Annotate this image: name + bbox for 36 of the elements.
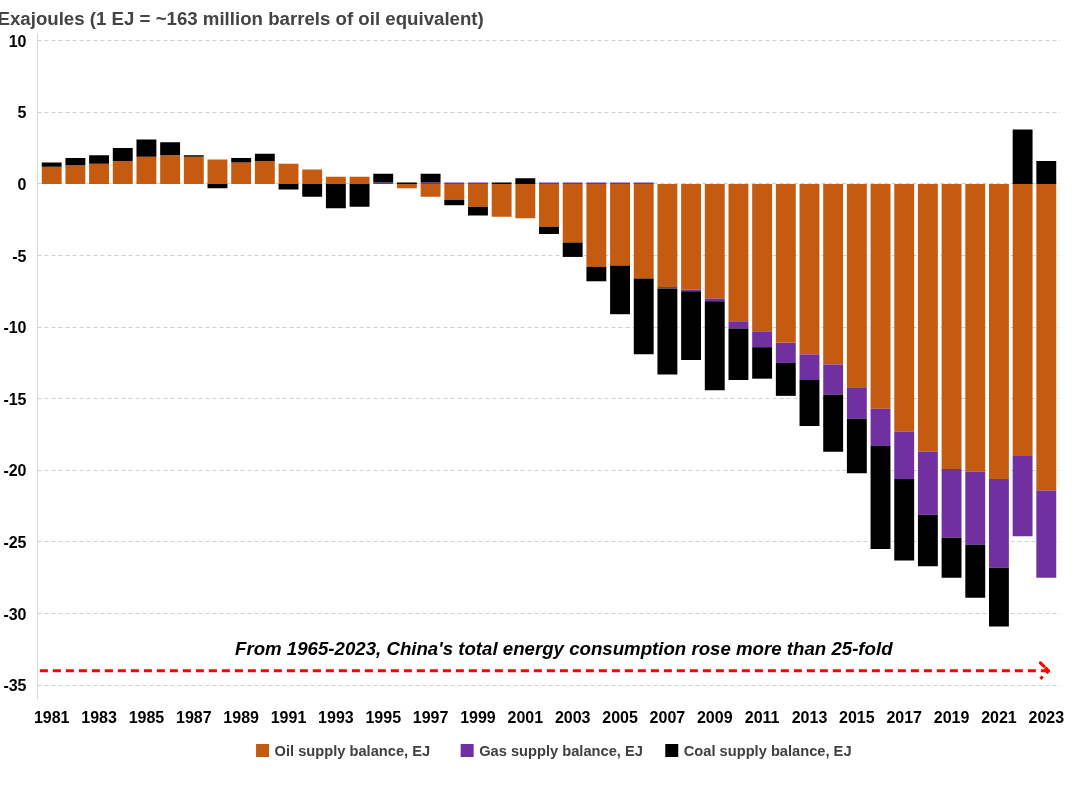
ref-line-label: From 1965-2023, China's total energy consumption rose more than 25-fold [235,637,894,659]
y-tick-label: 5 [17,104,27,122]
y-tick-label: -5 [12,247,27,265]
x-tick-label: 1987 [175,708,212,726]
x-tick-label: 2011 [744,708,780,726]
legend-label: Oil supply balance, EJ [274,742,431,759]
y-tick-label: -25 [3,533,27,551]
x-tick-label: 1993 [318,708,354,726]
legend-label: Gas supply balance, EJ [479,742,643,759]
x-tick-label: 2015 [839,708,875,726]
y-tick-label: -30 [3,605,27,623]
x-tick-label: 2021 [981,708,1017,726]
x-tick-label: 2017 [886,708,923,726]
x-tick-label: 2019 [933,708,970,726]
x-tick-label: 1991 [270,708,307,726]
x-tick-label: 1997 [412,708,449,726]
x-tick-label: 2001 [507,708,544,726]
x-tick-label: 1983 [81,708,117,726]
x-tick-label: 1981 [33,708,70,726]
y-tick-label: -10 [3,319,27,337]
x-tick-label: 2007 [649,708,686,726]
y-tick-label: -15 [3,390,27,408]
x-tick-label: 1989 [223,708,260,726]
legend-label: Coal supply balance, EJ [683,742,852,759]
x-tick-label: 1985 [128,708,165,726]
x-tick-label: 1999 [460,708,496,726]
y-tick-label: 10 [8,32,27,50]
y-tick-label: 0 [17,175,27,193]
x-tick-label: 2005 [602,708,638,726]
x-tick-label: 1995 [365,708,402,726]
x-tick-label: 2003 [554,708,591,726]
x-tick-label: 2009 [696,708,733,726]
y-tick-label: -35 [3,677,27,695]
y-tick-label: -20 [3,462,27,480]
x-tick-label: 2023 [1028,708,1065,726]
x-tick-label: 2013 [791,708,828,726]
